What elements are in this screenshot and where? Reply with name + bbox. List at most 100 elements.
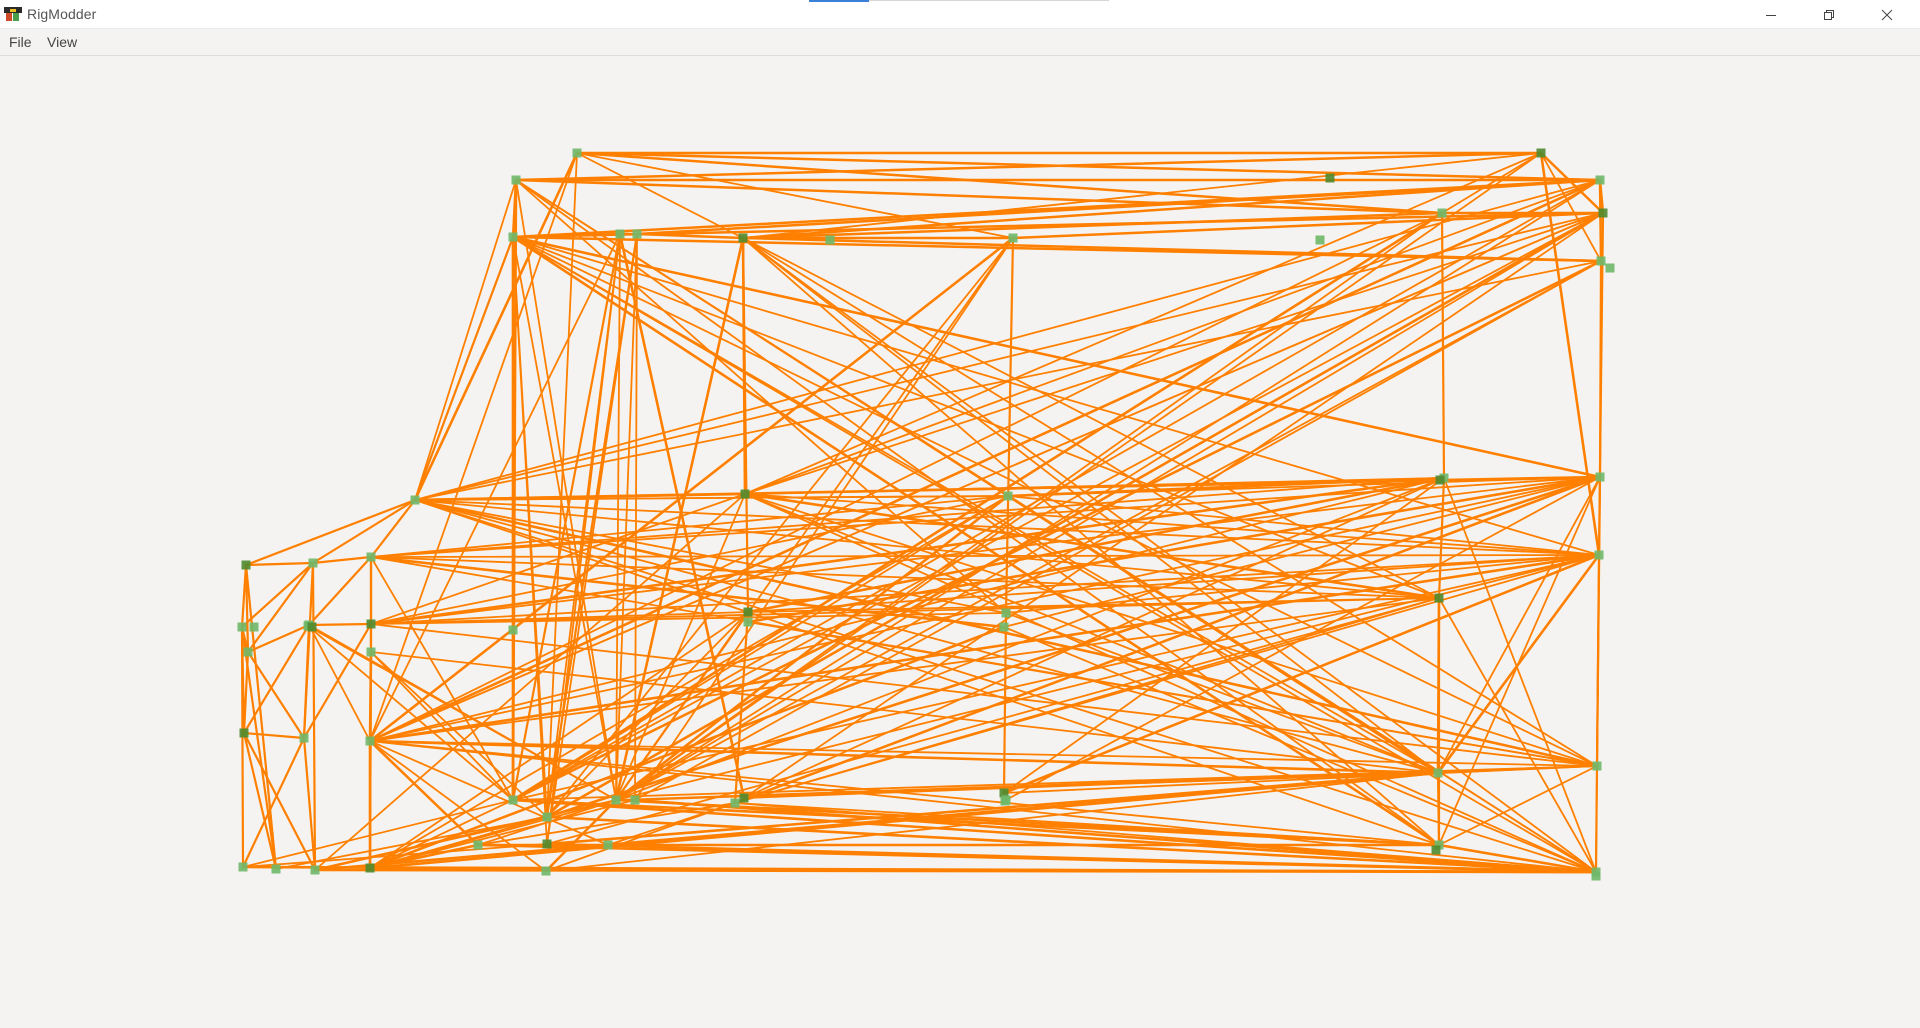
graph-node[interactable] <box>410 495 420 505</box>
edge <box>545 771 1440 846</box>
edge <box>615 260 1602 801</box>
graph-node[interactable] <box>366 552 376 562</box>
edge <box>369 233 621 742</box>
edge <box>413 498 1599 768</box>
close-icon <box>1881 9 1893 20</box>
edge <box>512 554 1600 801</box>
active-tab-indicator <box>809 0 869 2</box>
graph-node[interactable] <box>237 622 247 632</box>
edge <box>1438 765 1598 846</box>
graph-node[interactable] <box>603 840 613 850</box>
graph-node[interactable] <box>299 733 309 743</box>
graph-node[interactable] <box>1435 475 1445 485</box>
graph-node[interactable] <box>1325 173 1335 183</box>
edge <box>1437 765 1598 774</box>
graph-node[interactable] <box>1595 175 1605 185</box>
graph-node[interactable] <box>615 229 625 239</box>
edge <box>615 233 621 801</box>
graph-node[interactable] <box>542 812 552 822</box>
graph-node[interactable] <box>271 864 281 874</box>
graph-node[interactable] <box>743 607 753 617</box>
graph-node[interactable] <box>1536 148 1546 158</box>
graph-node[interactable] <box>611 795 621 805</box>
graph-node[interactable] <box>1003 491 1013 501</box>
graph-node[interactable] <box>740 489 750 499</box>
edge <box>240 625 278 871</box>
graph-node[interactable] <box>1437 208 1447 218</box>
rigmodder-logo-icon <box>4 7 22 21</box>
graph-node[interactable] <box>1594 550 1604 560</box>
edge <box>414 495 1009 501</box>
maximize-button[interactable] <box>1800 0 1858 29</box>
menu-view[interactable]: View <box>47 34 78 50</box>
graph-node[interactable] <box>249 622 259 632</box>
graph-node[interactable] <box>1433 768 1443 778</box>
graph-node[interactable] <box>542 839 552 849</box>
graph-node[interactable] <box>1592 761 1602 771</box>
graph-node[interactable] <box>1434 593 1444 603</box>
edge <box>607 772 1439 846</box>
node-layer <box>237 148 1615 881</box>
graph-node[interactable] <box>739 793 749 803</box>
node-graph[interactable] <box>0 56 1920 1028</box>
graph-node[interactable] <box>730 798 740 808</box>
graph-node[interactable] <box>239 728 249 738</box>
graph-node[interactable] <box>511 175 521 185</box>
edge <box>244 563 278 871</box>
graph-node[interactable] <box>308 558 318 568</box>
graph-node[interactable] <box>738 233 748 243</box>
edge <box>741 236 1603 263</box>
graph-node[interactable] <box>1595 472 1605 482</box>
graph-node[interactable] <box>241 560 251 570</box>
graph-viewport[interactable] <box>0 56 1920 1028</box>
edge <box>545 772 1439 872</box>
menu-file[interactable]: File <box>9 34 32 50</box>
graph-node[interactable] <box>632 229 642 239</box>
edge <box>511 211 1444 802</box>
graph-node[interactable] <box>366 647 376 657</box>
graph-node[interactable] <box>999 622 1009 632</box>
graph-node[interactable] <box>999 788 1009 798</box>
graph-node[interactable] <box>473 840 483 850</box>
graph-node[interactable] <box>1605 263 1615 273</box>
edge <box>369 611 749 869</box>
graph-node[interactable] <box>238 862 248 872</box>
graph-node[interactable] <box>1315 235 1325 245</box>
edge <box>615 212 1443 801</box>
edge <box>370 495 1009 558</box>
edge <box>369 740 609 846</box>
edge <box>370 477 1445 558</box>
graph-node[interactable] <box>630 795 640 805</box>
graph-node[interactable] <box>1001 608 1011 618</box>
edge <box>246 561 315 654</box>
graph-node[interactable] <box>572 148 582 158</box>
graph-node[interactable] <box>508 232 518 242</box>
graph-node[interactable] <box>310 865 320 875</box>
graph-node[interactable] <box>1000 796 1010 806</box>
graph-node[interactable] <box>365 736 375 746</box>
graph-node[interactable] <box>743 617 753 627</box>
edge <box>576 152 1014 239</box>
edge <box>414 179 517 501</box>
close-button[interactable] <box>1858 0 1916 29</box>
graph-node[interactable] <box>307 622 317 632</box>
graph-node[interactable] <box>508 625 518 635</box>
edge <box>369 477 1445 742</box>
graph-node[interactable] <box>1598 208 1608 218</box>
graph-node[interactable] <box>1434 840 1444 850</box>
graph-node[interactable] <box>1596 256 1606 266</box>
graph-node[interactable] <box>1008 233 1018 243</box>
edge <box>1438 597 1597 873</box>
edge <box>742 237 1440 599</box>
graph-node[interactable] <box>243 647 253 657</box>
graph-node[interactable] <box>1591 871 1601 881</box>
edge <box>615 179 1601 801</box>
graph-node[interactable] <box>541 866 551 876</box>
graph-node[interactable] <box>366 619 376 629</box>
graph-node[interactable] <box>508 795 518 805</box>
graph-node[interactable] <box>1431 845 1441 855</box>
graph-node[interactable] <box>365 863 375 873</box>
edge <box>370 554 1600 558</box>
minimize-button[interactable] <box>1742 0 1800 29</box>
graph-node[interactable] <box>825 235 835 245</box>
